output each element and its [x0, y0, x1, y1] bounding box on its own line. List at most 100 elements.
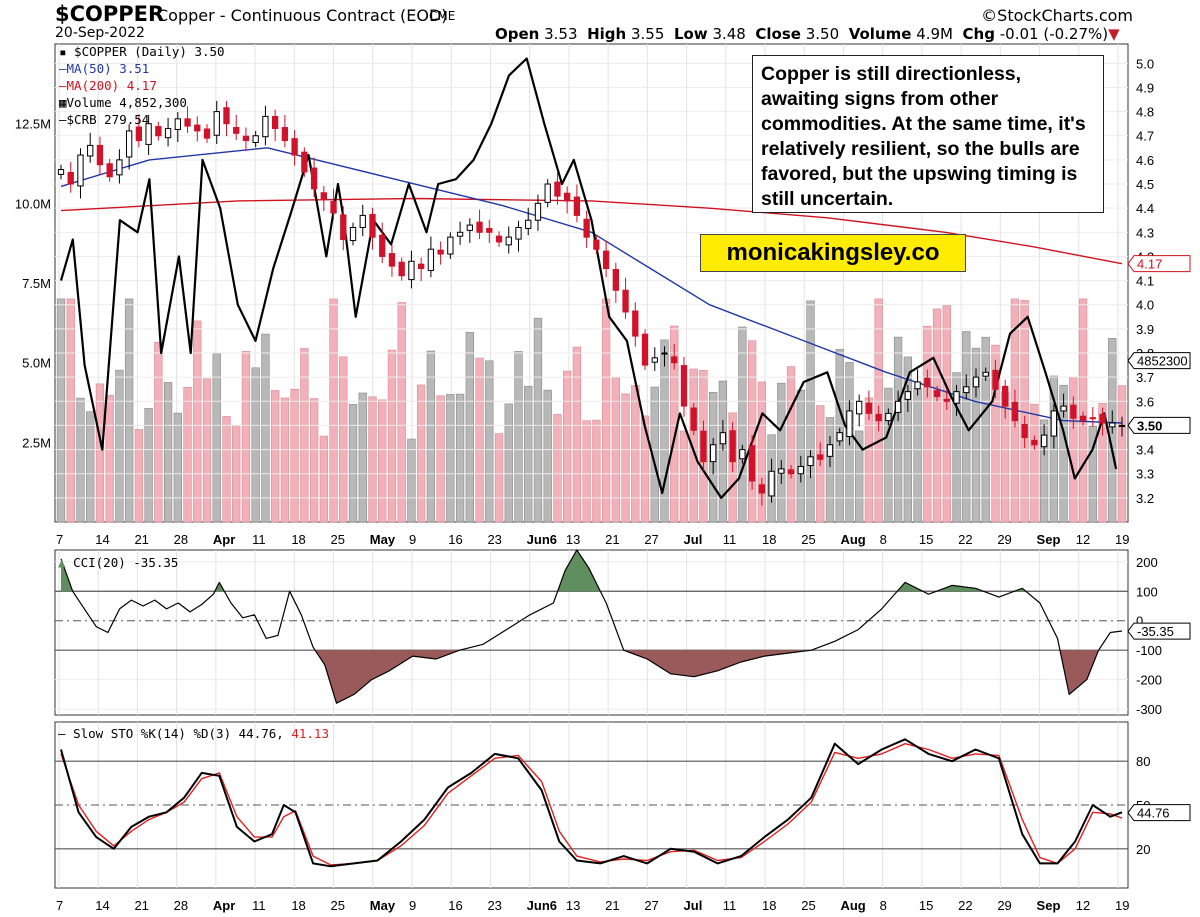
legend-price: ▪ $COPPER (Daily) 3.50	[59, 44, 225, 59]
candle-body	[320, 192, 327, 200]
candle-body	[330, 200, 337, 214]
price-tick-label: 4.1	[1136, 274, 1154, 289]
volume-bar	[358, 392, 367, 523]
close-value-tag: 3.50	[1137, 418, 1162, 433]
candle-body	[573, 196, 581, 216]
volume-bar	[563, 370, 572, 523]
candle-body	[885, 412, 892, 422]
chart-date: 20-Sep-2022	[55, 25, 145, 41]
cci-legend-value: -35.35	[133, 555, 179, 570]
volume-bar	[1078, 298, 1088, 523]
volume-bar	[280, 397, 290, 523]
candle-body	[164, 127, 172, 139]
candle-body	[96, 144, 104, 166]
volume-bar	[572, 346, 582, 523]
x-tick-label: 11	[252, 898, 266, 913]
close-value: 3.50	[805, 25, 840, 43]
candle-body	[525, 219, 532, 229]
x-tick-label: 15	[919, 898, 933, 913]
candle-body	[427, 248, 435, 271]
candle-body	[924, 377, 931, 388]
price-tick-label: 4.3	[1136, 225, 1154, 240]
volume-bar	[582, 420, 591, 523]
candle-body	[194, 124, 201, 132]
ma50-line-icon: —	[59, 61, 67, 76]
x-tick-label: 25	[331, 532, 345, 547]
candle-body	[953, 391, 960, 404]
volume-bar	[514, 351, 523, 523]
x-tick-label: 23	[487, 532, 501, 547]
x-tick-label: Sep	[1037, 898, 1061, 913]
x-tick-label: Apr	[213, 898, 235, 913]
volume-bar	[397, 302, 406, 523]
x-tick-label: 8	[880, 898, 887, 913]
x-tick-label: 19	[1115, 898, 1129, 913]
x-tick-label: 7	[56, 898, 63, 913]
candle-body	[671, 356, 678, 364]
x-tick-label: 18	[762, 898, 776, 913]
x-tick-label: 28	[174, 898, 188, 913]
x-tick-label: 21	[134, 532, 148, 547]
x-tick-label: 14	[95, 532, 109, 547]
candle-body	[739, 449, 746, 460]
cci-tick-label: 0	[1136, 614, 1143, 629]
crb-line	[59, 57, 1118, 499]
candle-body	[894, 400, 902, 413]
volume-bar	[971, 347, 981, 523]
volume-bar	[319, 435, 328, 523]
sto-legend: — Slow STO %K(14) %D(3) 44.76, 41.13	[58, 726, 329, 741]
candle-body	[1060, 405, 1067, 412]
legend-ma200: —MA(200) 4.17	[59, 78, 157, 93]
x-tick-label: 12	[1076, 898, 1090, 913]
candle-body	[291, 138, 298, 156]
volume-bar	[991, 344, 1000, 523]
high-value: 3.55	[630, 25, 665, 43]
volume-bar	[368, 396, 377, 523]
candle-body	[388, 253, 396, 267]
candle-body	[982, 371, 989, 377]
volume-bar	[592, 419, 601, 523]
candle-body	[447, 236, 454, 255]
candle-body	[233, 127, 240, 134]
cci-legend: ▲ CCI(20) -35.35	[58, 555, 178, 570]
volume-bar	[66, 298, 75, 523]
volume-bar	[650, 386, 659, 523]
candle-body	[1040, 434, 1048, 448]
candle-body	[456, 231, 464, 237]
x-tick-label: Sep	[1037, 532, 1061, 547]
candle-body	[1021, 423, 1028, 439]
cci-tick-label: 100	[1136, 584, 1158, 599]
price-tick-label: 4.0	[1136, 298, 1154, 313]
x-tick-label: Apr	[213, 532, 235, 547]
candle-body	[408, 260, 415, 281]
ohlc-stats: Open 3.53 High 3.55 Low 3.48 Close 3.50 …	[495, 25, 1120, 43]
sto-d-value: 41.13	[291, 726, 329, 741]
sto-line-icon: —	[58, 726, 66, 741]
x-tick-label: 11	[252, 532, 266, 547]
candle-body	[992, 369, 999, 390]
volume-bar	[1098, 403, 1107, 523]
volume-bar	[76, 397, 85, 523]
candle-body	[690, 407, 697, 431]
candle-body	[379, 234, 386, 257]
volume-bar	[543, 389, 552, 523]
candle-body	[914, 381, 921, 390]
x-tick-label: 21	[605, 532, 619, 547]
candle-body	[612, 268, 619, 291]
candle-body	[554, 181, 561, 197]
price-tick-label: 3.4	[1136, 443, 1154, 458]
x-tick-label: 11	[723, 898, 737, 913]
candle-body	[593, 239, 600, 250]
candle-body	[963, 386, 970, 394]
ma200-line	[60, 197, 1123, 265]
volume-bar	[300, 348, 309, 523]
volume-bar	[1059, 384, 1068, 523]
volume-bar	[455, 393, 465, 523]
brand-label[interactable]: ©StockCharts.com	[981, 6, 1133, 25]
x-tick-label: 22	[958, 898, 972, 913]
sto-tick-label: 80	[1136, 754, 1150, 769]
x-tick-label: 9	[409, 532, 416, 547]
volume-bar	[241, 351, 251, 523]
volume-bar	[660, 339, 669, 523]
x-tick-label: 18	[291, 898, 305, 913]
